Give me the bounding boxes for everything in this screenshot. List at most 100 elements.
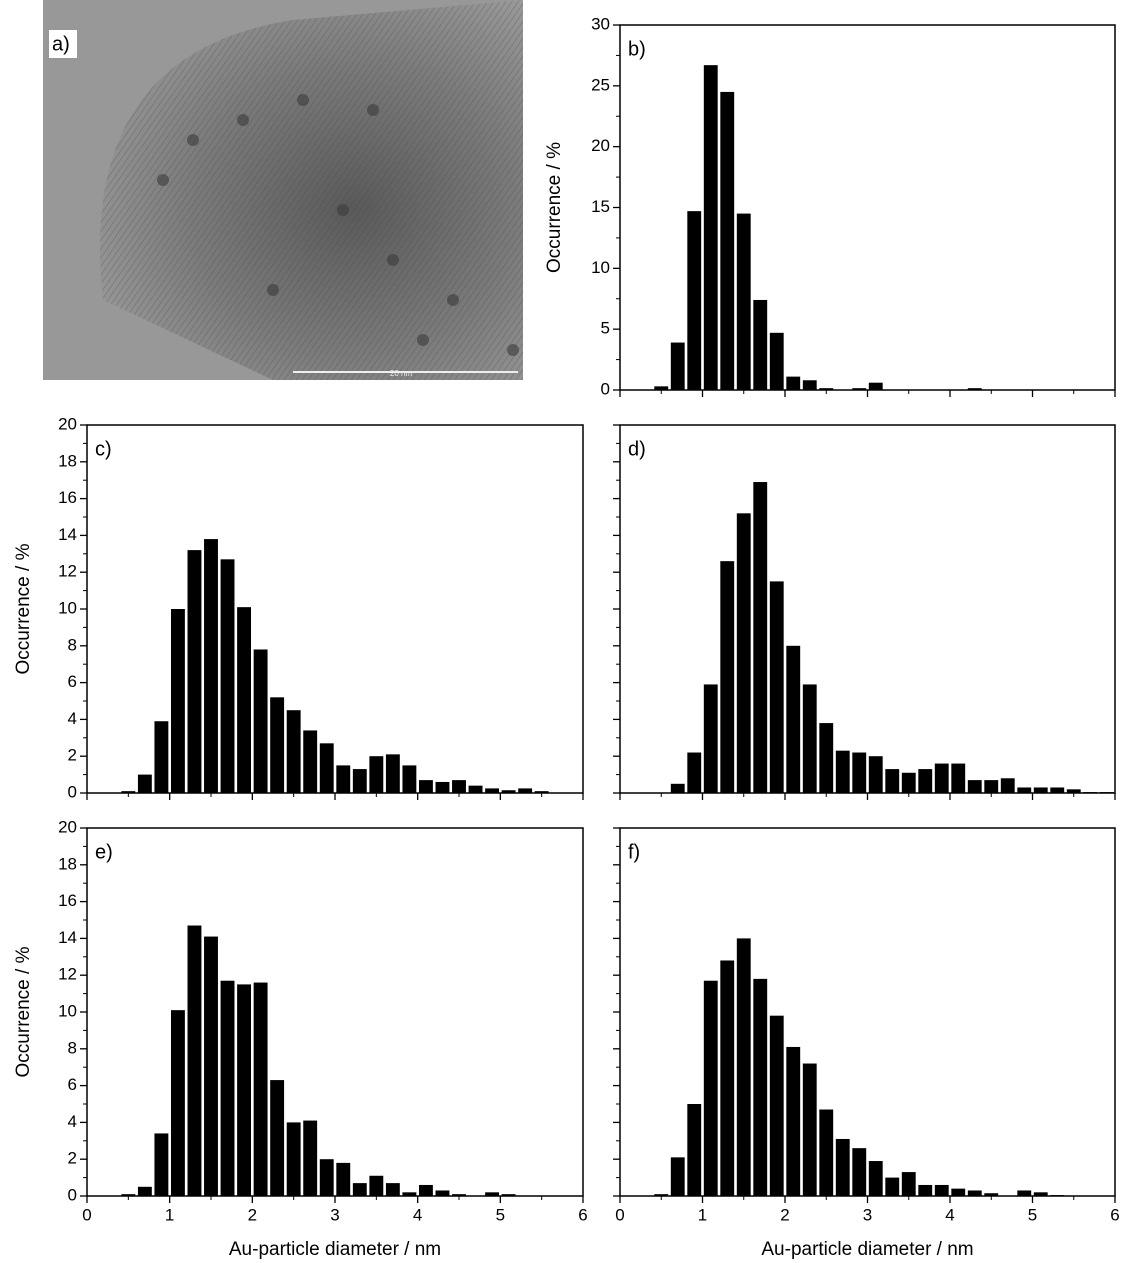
histogram-bar <box>237 984 252 1196</box>
x-axis-title: Au-particle diameter / nm <box>229 1239 441 1260</box>
lattice-fringes <box>99 0 523 380</box>
histogram-bar <box>934 1184 949 1196</box>
histogram-bar <box>418 1184 433 1196</box>
histogram-bar <box>369 1175 384 1196</box>
histogram-bar <box>253 982 268 1196</box>
gold-particle <box>337 204 349 216</box>
gold-particle <box>447 294 459 306</box>
x-tick-label: 1 <box>165 1205 174 1224</box>
histogram-bar <box>852 1148 867 1196</box>
histogram-bar <box>736 938 751 1196</box>
histogram-bar <box>418 780 433 793</box>
x-tick-label: 4 <box>945 1205 954 1224</box>
histogram-bar <box>868 756 883 793</box>
histogram-bar <box>802 684 817 793</box>
histogram-bar <box>901 1172 916 1196</box>
y-tick-label: 20 <box>591 136 610 155</box>
y-axis-title: Occurrence / % <box>544 142 565 273</box>
histogram-bar <box>967 780 982 793</box>
panel-label: c) <box>95 438 112 460</box>
histogram-bar <box>852 388 867 390</box>
histogram-bar <box>220 980 235 1196</box>
histogram-bar <box>951 763 966 793</box>
histogram-bar <box>352 1183 367 1196</box>
histogram-bar <box>1033 1192 1048 1196</box>
x-tick-label: 2 <box>780 1205 789 1224</box>
y-tick-label: 8 <box>68 1038 77 1057</box>
histogram-bar <box>220 559 235 793</box>
histogram-bar <box>835 1138 850 1196</box>
histogram-bar <box>736 513 751 793</box>
histogram-bar <box>720 960 735 1196</box>
histogram-bar <box>868 1161 883 1196</box>
histogram-bar <box>753 978 768 1196</box>
panel-label: f) <box>628 841 640 863</box>
gold-particle <box>157 174 169 186</box>
histogram-bar <box>670 1157 685 1196</box>
y-axis-title: Occurrence / % <box>13 946 34 1077</box>
y-tick-label: 0 <box>68 1185 77 1204</box>
histogram-bar <box>137 1186 152 1196</box>
histogram-bar <box>687 211 702 390</box>
histogram-bar <box>786 645 801 793</box>
histogram-bar <box>885 769 900 793</box>
y-tick-label: 16 <box>58 488 77 507</box>
histogram-bar <box>670 342 685 390</box>
y-axis-title: Occurrence / % <box>13 543 34 674</box>
histogram-bar <box>485 788 500 793</box>
histogram-bar <box>253 649 268 793</box>
histogram-bar <box>703 980 718 1196</box>
histogram-bar <box>885 1177 900 1196</box>
x-tick-label: 5 <box>496 1205 505 1224</box>
y-tick-label: 20 <box>58 414 77 433</box>
histogram-bar <box>369 756 384 793</box>
gold-particle <box>387 254 399 266</box>
histogram-bar <box>1000 778 1015 793</box>
x-tick-label: 4 <box>413 1205 422 1224</box>
histogram-bar <box>951 1188 966 1196</box>
histogram-bar <box>753 482 768 793</box>
gold-particle <box>187 134 199 146</box>
histogram-bar <box>286 710 301 793</box>
histogram-bar <box>452 780 466 793</box>
histogram-bar <box>753 299 768 390</box>
panel-label: e) <box>95 841 113 863</box>
y-tick-label: 12 <box>58 965 77 984</box>
histogram-bar <box>468 785 483 793</box>
histogram-bar <box>720 561 735 793</box>
histogram-bar <box>270 697 285 793</box>
label-box <box>49 30 77 58</box>
histogram-bar <box>336 1162 351 1196</box>
histogram-bar <box>402 765 417 793</box>
histogram-bar <box>802 1063 817 1196</box>
histogram-bar <box>786 1046 801 1196</box>
histogram-bar <box>452 1194 466 1196</box>
histogram-bar <box>852 752 867 793</box>
histogram-bar <box>868 382 883 390</box>
histogram-bar <box>534 791 549 793</box>
y-tick-label: 10 <box>591 258 610 277</box>
gold-particle <box>507 344 519 356</box>
panel-label: b) <box>628 38 646 60</box>
histogram-bar <box>1017 787 1032 793</box>
histogram-bar <box>654 386 669 390</box>
histogram-bar <box>703 684 718 793</box>
y-tick-label: 6 <box>68 1075 77 1094</box>
histogram-bar <box>901 772 916 793</box>
histogram-bar <box>402 1192 417 1196</box>
histogram-bar <box>435 781 450 793</box>
histogram-bar <box>984 1193 999 1196</box>
y-tick-label: 16 <box>58 891 77 910</box>
y-tick-label: 30 <box>591 14 610 33</box>
histogram-bar <box>687 752 702 793</box>
histogram-bar <box>1050 787 1065 793</box>
panel-label: d) <box>628 438 646 460</box>
y-tick-label: 12 <box>58 562 77 581</box>
histogram-bar <box>187 925 202 1196</box>
y-tick-label: 20 <box>58 817 77 836</box>
plot-frame <box>619 424 1116 794</box>
histogram-bar <box>501 790 516 793</box>
x-tick-label: 0 <box>615 1205 624 1224</box>
histogram-bar <box>270 1080 285 1196</box>
